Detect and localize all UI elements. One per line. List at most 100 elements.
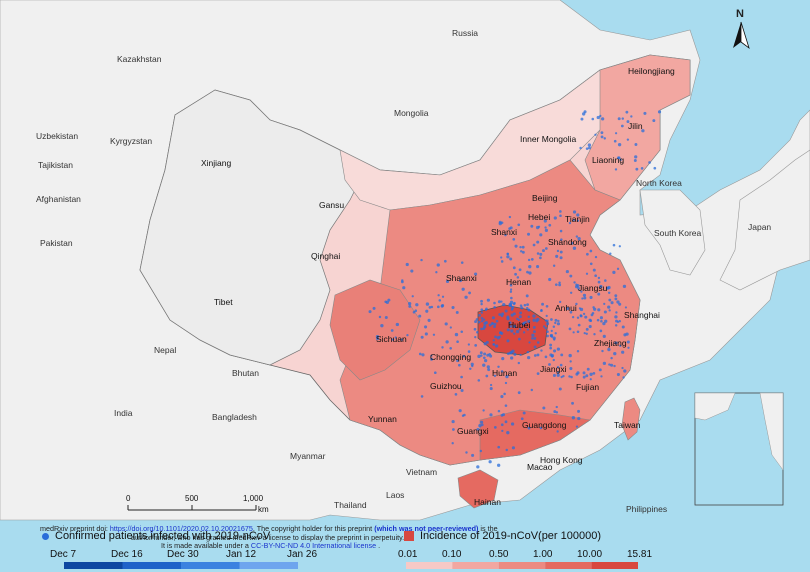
scale-label-1000: 1,000 — [243, 494, 264, 503]
case-point — [400, 280, 404, 284]
case-point — [480, 420, 484, 424]
case-point — [496, 463, 501, 467]
case-point — [495, 344, 499, 348]
taiwan-shape — [621, 397, 641, 441]
case-point — [502, 303, 506, 307]
case-point — [501, 429, 504, 432]
case-point — [517, 361, 521, 365]
case-point — [579, 307, 584, 312]
case-point — [536, 265, 540, 269]
case-point — [483, 352, 487, 356]
preprint-line-1c: is the — [478, 524, 498, 533]
province-label-hebei: Hebei — [528, 212, 551, 222]
case-point — [500, 423, 504, 427]
case-point — [548, 363, 551, 366]
case-point — [560, 375, 563, 379]
case-point — [474, 336, 477, 339]
case-point — [634, 143, 638, 146]
case-point — [559, 214, 562, 218]
date-tick-4: Jan 26 — [287, 549, 318, 560]
case-point — [558, 300, 562, 304]
province-label-fujian: Fujian — [576, 382, 600, 392]
case-point — [391, 338, 395, 341]
case-point — [568, 375, 571, 378]
case-point — [411, 295, 414, 298]
case-point — [556, 347, 561, 351]
date-tick-0: Dec 7 — [50, 549, 77, 560]
case-point — [449, 347, 452, 350]
case-point — [562, 374, 565, 378]
case-point — [549, 343, 553, 347]
case-point — [621, 117, 624, 120]
case-point — [481, 423, 484, 427]
preprint-license-link[interactable]: CC-BY-NC-ND 4.0 International license — [250, 541, 377, 550]
case-point — [524, 320, 527, 324]
incidence-tick-1: 0.10 — [442, 549, 462, 560]
case-point — [537, 225, 541, 228]
case-point — [539, 233, 543, 237]
case-point — [603, 137, 606, 140]
province-label-qinghai: Qinghai — [311, 251, 341, 261]
case-point — [582, 312, 586, 316]
case-point — [626, 340, 630, 344]
case-point — [609, 252, 612, 255]
case-point — [641, 129, 645, 133]
case-point — [640, 167, 644, 170]
province-label-gansu: Gansu — [319, 200, 345, 210]
case-point — [602, 361, 607, 365]
case-point — [504, 309, 508, 313]
case-point — [406, 334, 409, 337]
case-point — [573, 281, 576, 284]
case-point — [527, 258, 531, 262]
case-point — [558, 281, 561, 284]
case-point — [517, 223, 521, 227]
case-point — [585, 327, 589, 331]
case-point — [479, 351, 483, 355]
case-point — [497, 409, 501, 413]
case-point — [510, 308, 514, 311]
case-point — [550, 318, 553, 321]
case-point — [526, 303, 529, 306]
case-point — [512, 302, 516, 306]
scale-label-500: 500 — [185, 494, 199, 503]
case-point — [544, 355, 548, 359]
case-point — [572, 218, 575, 222]
case-point — [521, 250, 525, 254]
case-point — [585, 272, 589, 275]
case-point — [600, 135, 604, 139]
case-point — [408, 301, 412, 306]
case-point — [497, 445, 501, 449]
case-point — [460, 388, 464, 393]
case-point — [569, 366, 573, 371]
case-point — [616, 373, 620, 377]
case-point — [617, 156, 620, 160]
case-point — [505, 374, 509, 379]
preprint-doi-link[interactable]: https://doi.org/10.1101/2020.02.10.20021… — [109, 524, 253, 533]
case-point — [557, 319, 560, 323]
case-point — [571, 315, 575, 319]
case-point — [443, 259, 447, 263]
case-point — [614, 315, 618, 319]
case-point — [506, 317, 510, 321]
legend-point-icon — [42, 532, 49, 540]
case-point — [493, 325, 496, 328]
case-point — [500, 314, 504, 318]
case-point — [553, 338, 556, 341]
country-label-laos: Laos — [386, 490, 405, 500]
case-point — [542, 325, 546, 328]
case-point — [624, 306, 628, 309]
country-label-nepal: Nepal — [154, 345, 177, 355]
case-point — [559, 229, 563, 233]
case-point — [451, 305, 455, 310]
case-point — [585, 332, 588, 336]
case-point — [604, 319, 608, 323]
case-point — [577, 416, 581, 421]
case-point — [445, 340, 449, 344]
case-point — [504, 233, 507, 237]
korea-land — [639, 189, 706, 276]
case-point — [600, 131, 604, 135]
case-point — [585, 374, 589, 378]
case-point — [436, 263, 440, 267]
province-label-guizhou: Guizhou — [430, 381, 462, 391]
case-point — [522, 411, 526, 415]
